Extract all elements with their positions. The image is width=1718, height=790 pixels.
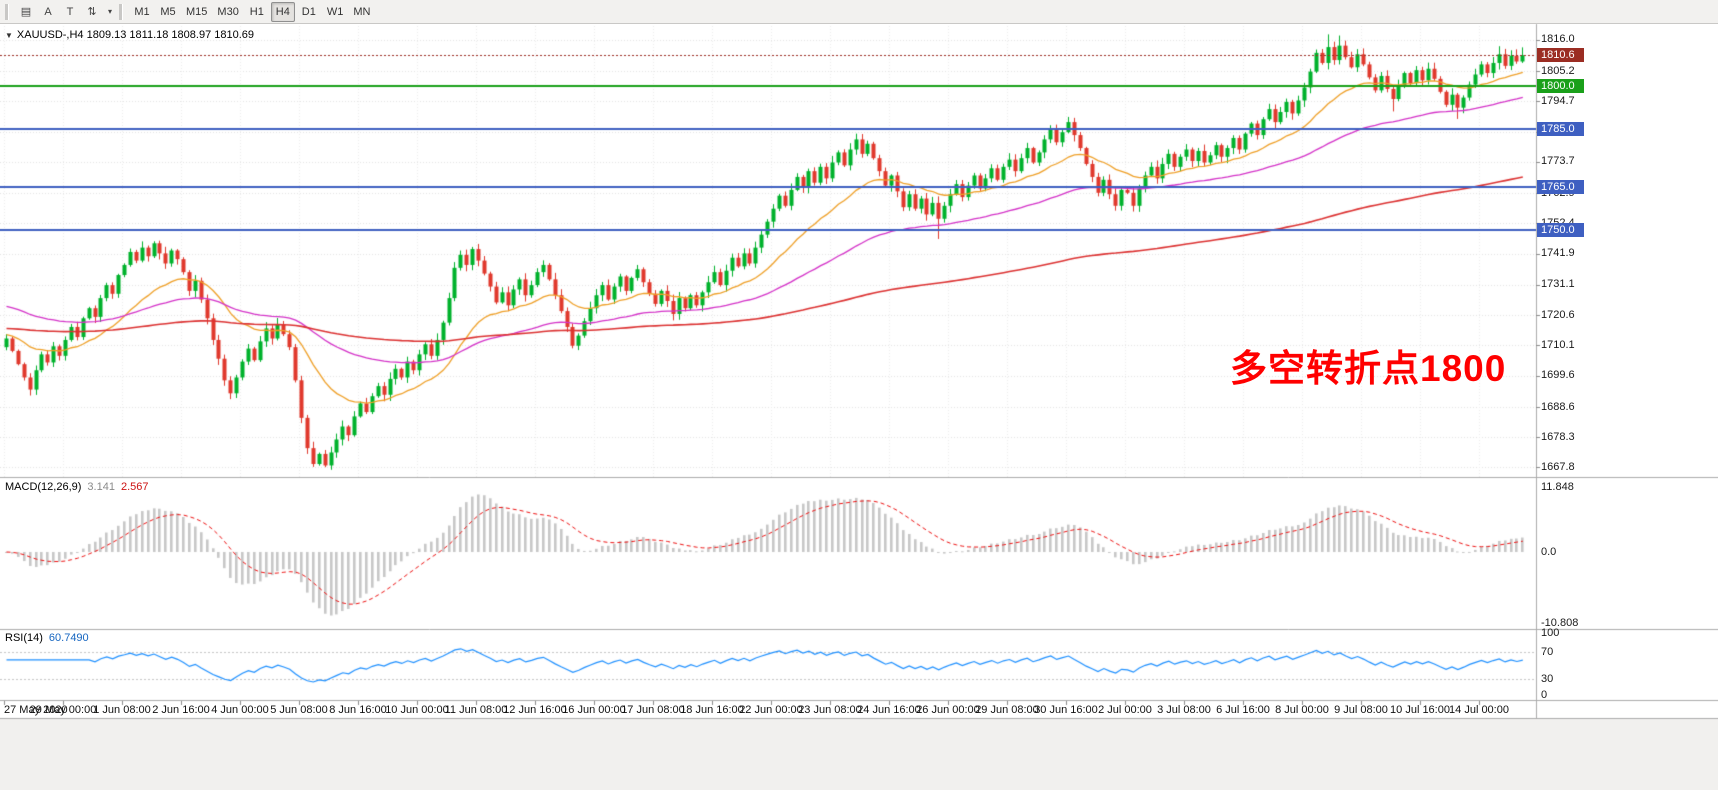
timeframe-mn-button[interactable]: MN — [349, 2, 374, 22]
macd-header: MACD(12,26,9) 3.141 2.567 — [5, 481, 148, 493]
rsi-header: RSI(14) 60.7490 — [5, 632, 89, 644]
rsi-value: 60.7490 — [48, 632, 89, 644]
macd-value-signal: 2.567 — [120, 481, 149, 493]
timeframe-m30-button[interactable]: M30 — [213, 2, 242, 22]
annotation-a-tool-button[interactable]: A — [38, 2, 58, 22]
timeframe-m15-button[interactable]: M15 — [182, 2, 211, 22]
timeframe-d1-button[interactable]: D1 — [297, 2, 321, 22]
text-tool-button[interactable]: T — [60, 2, 80, 22]
chart-header: ▼ XAUUSD-,H4 1809.13 1811.18 1808.97 181… — [5, 29, 254, 41]
draw-tool-button[interactable]: ⇅ — [82, 2, 102, 22]
macd-label: MACD(12,26,9) — [5, 481, 82, 493]
chart-annotation[interactable]: 多空转折点1800 — [1230, 348, 1507, 389]
timeframe-m1-button[interactable]: M1 — [130, 2, 154, 22]
timeframe-w1-button[interactable]: W1 — [323, 2, 348, 22]
rsi-label: RSI(14) — [5, 632, 43, 644]
macd-value-main: 3.141 — [87, 481, 115, 493]
toolbar-grip-2[interactable] — [119, 3, 124, 20]
timeframe-m5-button[interactable]: M5 — [156, 2, 180, 22]
chart-symbol-ohlc: XAUUSD-,H4 1809.13 1811.18 1808.97 1810.… — [16, 29, 255, 41]
tools-dropdown-icon[interactable]: ▾ — [104, 2, 116, 22]
timeframe-h4-button[interactable]: H4 — [270, 1, 295, 22]
toolbar: ▤ A T ⇅ ▾ M1 M5 M15 M30 H1 H4 D1 W1 MN — [0, 0, 1718, 24]
timeframe-h1-button[interactable]: H1 — [245, 2, 269, 22]
toolbar-grip[interactable] — [5, 3, 9, 20]
chart-tool-button[interactable]: ▤ — [16, 2, 36, 22]
chart-expand-icon[interactable]: ▼ — [5, 30, 13, 40]
